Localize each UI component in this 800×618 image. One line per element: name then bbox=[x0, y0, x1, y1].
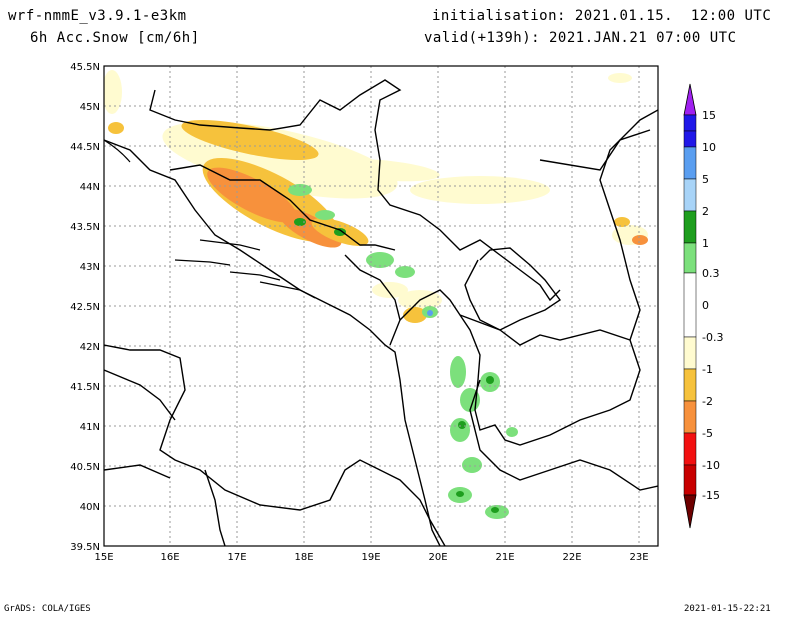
lon-label: 21E bbox=[495, 552, 514, 563]
colorbar-box bbox=[683, 368, 697, 402]
colorbar-label: -1 bbox=[702, 363, 713, 376]
field-title: 6h Acc.Snow [cm/6h] bbox=[30, 30, 200, 46]
lat-label: 39.5N bbox=[70, 542, 100, 553]
lon-label: 16E bbox=[160, 552, 179, 563]
colorbar-label: -0.3 bbox=[702, 331, 723, 344]
colorbar-label: 2 bbox=[702, 205, 709, 218]
snow-field bbox=[104, 70, 648, 519]
lat-label: 40N bbox=[80, 502, 100, 513]
colorbar-top-arrow bbox=[683, 83, 697, 116]
colorbar-label: 1 bbox=[702, 237, 709, 250]
colorbar-box bbox=[683, 210, 697, 244]
colorbar-label: 15 bbox=[702, 109, 716, 122]
colorbar bbox=[683, 83, 697, 529]
colorbar-label: -2 bbox=[702, 395, 713, 408]
colorbar-label: 5 bbox=[702, 173, 709, 186]
lon-label: 20E bbox=[428, 552, 447, 563]
colorbar-label: -15 bbox=[702, 489, 720, 502]
lat-label: 41N bbox=[80, 422, 100, 433]
lon-label: 22E bbox=[562, 552, 581, 563]
model-title: wrf-nmmE_v3.9.1-e3km bbox=[8, 8, 187, 24]
lat-label: 43.5N bbox=[70, 222, 100, 233]
lat-label: 44.5N bbox=[70, 142, 100, 153]
lon-label: 15E bbox=[94, 552, 113, 563]
colorbar-box bbox=[683, 130, 697, 148]
map-frame bbox=[103, 65, 659, 547]
colorbar-box bbox=[683, 336, 697, 370]
colorbar-box bbox=[683, 146, 697, 180]
lat-label: 40.5N bbox=[70, 462, 100, 473]
colorbar-box bbox=[683, 272, 697, 338]
lat-label: 41.5N bbox=[70, 382, 100, 393]
colorbar-box bbox=[683, 114, 697, 132]
colorbar-label: -10 bbox=[702, 459, 720, 472]
lon-label: 18E bbox=[294, 552, 313, 563]
init-time: initialisation: 2021.01.15. 12:00 UTC bbox=[432, 8, 772, 24]
colorbar-box bbox=[683, 178, 697, 212]
valid-time: valid(+139h): 2021.JAN.21 07:00 UTC bbox=[424, 30, 737, 46]
colorbar-labels: 15 10 5 2 1 0.3 0 -0.3 -1 -2 -5 -10 -15 bbox=[702, 109, 723, 502]
colorbar-label: 10 bbox=[702, 141, 716, 154]
colorbar-box bbox=[683, 242, 697, 274]
lat-labels: 45.5N 45N 44.5N 44N 43.5N 43N 42.5N 42N … bbox=[70, 62, 100, 553]
footer-timestamp: 2021-01-15-22:21 bbox=[684, 604, 771, 614]
lat-label: 42N bbox=[80, 342, 100, 353]
colorbar-label: 0.3 bbox=[702, 267, 720, 280]
lat-label: 42.5N bbox=[70, 302, 100, 313]
lon-label: 19E bbox=[361, 552, 380, 563]
colorbar-label: -5 bbox=[702, 427, 713, 440]
colorbar-box bbox=[683, 464, 697, 496]
lon-label: 17E bbox=[227, 552, 246, 563]
islands bbox=[104, 139, 316, 299]
gridlines bbox=[104, 66, 658, 546]
colorbar-bottom-arrow bbox=[683, 494, 697, 529]
footer-credit: GrADS: COLA/IGES bbox=[4, 604, 91, 614]
lon-label: 23E bbox=[629, 552, 648, 563]
lon-labels: 15E 16E 17E 18E 19E 20E 21E 22E 23E bbox=[94, 552, 648, 563]
lat-label: 45.5N bbox=[70, 62, 100, 73]
lat-label: 44N bbox=[80, 182, 100, 193]
lat-label: 43N bbox=[80, 262, 100, 273]
colorbar-box bbox=[683, 400, 697, 434]
lat-label: 45N bbox=[80, 102, 100, 113]
colorbar-label: 0 bbox=[702, 299, 709, 312]
coastlines-borders bbox=[104, 79, 658, 546]
colorbar-box bbox=[683, 432, 697, 466]
